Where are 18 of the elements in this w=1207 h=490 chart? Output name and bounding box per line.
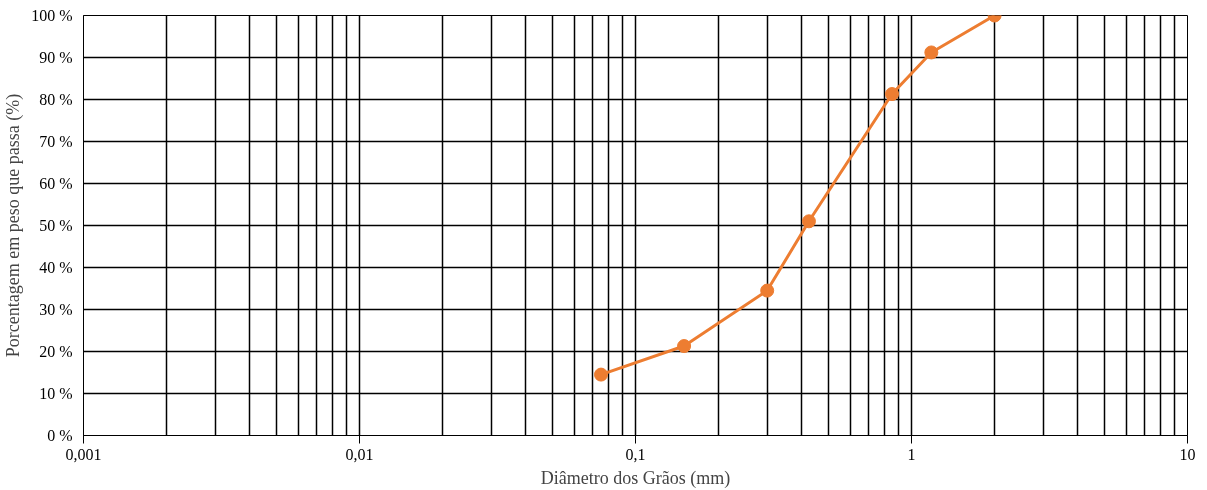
y-tick-label: 40 % [39, 259, 73, 276]
x-tick-label: 1 [907, 445, 916, 463]
y-tick-label: 90 % [39, 49, 73, 66]
y-tick-label: 10 % [39, 385, 73, 402]
y-tick-label: 20 % [39, 343, 73, 360]
y-tick-label: 30 % [39, 301, 73, 318]
y-tick-label: 0 % [47, 427, 73, 444]
y-tick-label: 100 % [31, 7, 73, 24]
y-tick-label: 80 % [39, 91, 73, 108]
y-tick-label: 70 % [39, 133, 73, 150]
x-axis-title: Diâmetro dos Grãos (mm) [540, 467, 731, 489]
x-tick-label: 0,001 [65, 445, 102, 463]
y-axis-title: Porcentagem em peso que passa (%) [3, 93, 25, 358]
x-tick-label: 0,01 [345, 445, 374, 463]
x-tick-label: 0,1 [625, 445, 646, 463]
x-tick-label: 10 [1179, 445, 1196, 463]
y-tick-label: 60 % [39, 175, 73, 192]
y-tick-label: 50 % [39, 217, 73, 234]
